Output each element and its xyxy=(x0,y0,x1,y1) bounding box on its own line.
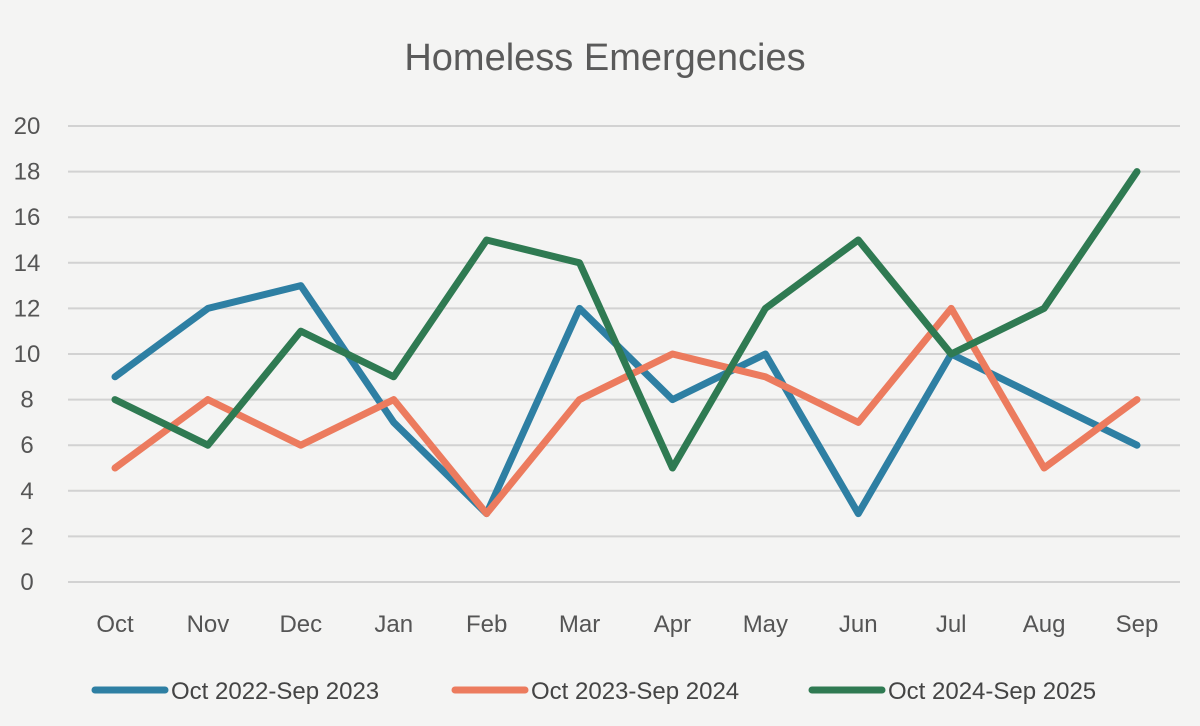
y-axis-ticks: 0 2 4 6 8 10 12 14 16 18 20 xyxy=(14,113,41,596)
chart-title: Homeless Emergencies xyxy=(404,37,805,79)
x-tick-label: Oct xyxy=(96,611,134,638)
y-tick-label: 4 xyxy=(20,478,33,505)
y-tick-label: 8 xyxy=(20,387,33,414)
x-tick-label: Sep xyxy=(1116,611,1159,638)
series-lines xyxy=(111,168,1141,518)
x-tick-label: Jul xyxy=(936,611,967,638)
series-line-2 xyxy=(111,304,1141,518)
y-tick-label: 12 xyxy=(14,295,41,322)
y-tick-label: 16 xyxy=(14,204,41,231)
y-tick-label: 2 xyxy=(20,523,33,550)
y-tick-label: 0 xyxy=(20,569,33,596)
legend: Oct 2022-Sep 2023 Oct 2023-Sep 2024 Oct … xyxy=(91,678,1096,705)
x-tick-label: Jan xyxy=(374,611,413,638)
series-line-1 xyxy=(111,282,1141,518)
x-tick-label: Apr xyxy=(654,611,691,638)
y-tick-label: 10 xyxy=(14,341,41,368)
y-tick-label: 20 xyxy=(14,113,41,140)
legend-label-series-3: Oct 2024-Sep 2025 xyxy=(888,678,1096,705)
x-tick-label: Mar xyxy=(559,611,600,638)
legend-label-series-2: Oct 2023-Sep 2024 xyxy=(531,678,739,705)
y-tick-label: 14 xyxy=(14,250,41,277)
legend-label-series-1: Oct 2022-Sep 2023 xyxy=(171,678,379,705)
x-tick-label: Jun xyxy=(839,611,878,638)
x-tick-label: May xyxy=(743,611,788,638)
x-tick-label: Feb xyxy=(466,611,507,638)
x-tick-label: Aug xyxy=(1023,611,1066,638)
x-tick-label: Dec xyxy=(279,611,322,638)
series-line-3 xyxy=(111,168,1141,472)
y-tick-label: 18 xyxy=(14,159,41,186)
x-axis-ticks: Oct Nov Dec Jan Feb Mar Apr May Jun Jul … xyxy=(96,611,1158,638)
x-tick-label: Nov xyxy=(187,611,230,638)
y-tick-label: 6 xyxy=(20,432,33,459)
